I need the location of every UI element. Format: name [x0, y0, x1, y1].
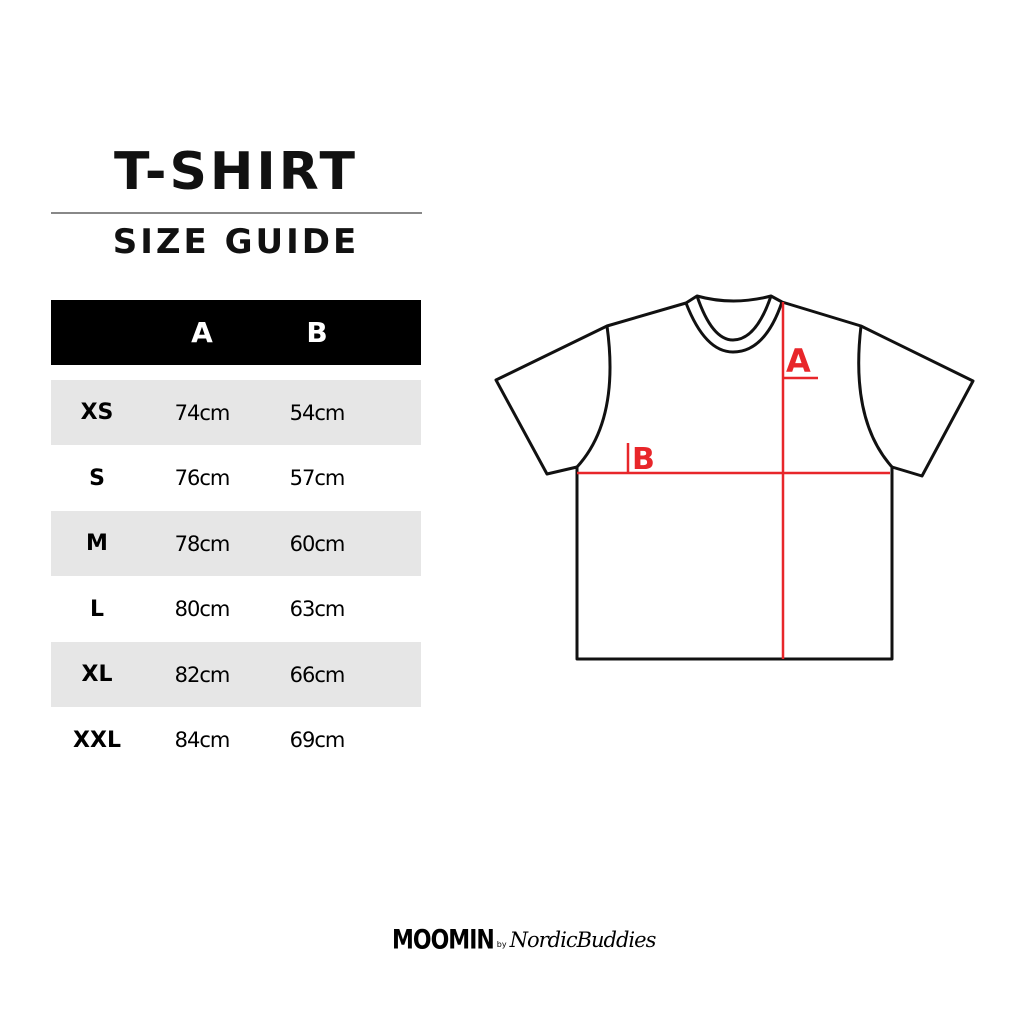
size-cell: XXL	[73, 727, 121, 753]
size-cell: S	[89, 465, 105, 491]
measurement-lines	[577, 302, 890, 659]
a-cell: 80cm	[174, 597, 231, 621]
label-b: B	[632, 442, 655, 477]
a-cell: 74cm	[174, 400, 231, 425]
b-cell: 54cm	[289, 400, 346, 425]
divider	[51, 212, 422, 214]
header-a: A	[191, 316, 213, 349]
a-cell: 76cm	[174, 466, 231, 490]
table-row: XXL 84cm 69cm	[51, 708, 421, 773]
size-cell: L	[89, 596, 105, 622]
page-title: T-SHIRT	[114, 142, 358, 202]
a-cell: 82cm	[174, 662, 231, 687]
b-cell: 69cm	[289, 728, 346, 752]
label-a: A	[786, 342, 811, 380]
size-cell: XS	[80, 400, 114, 425]
table-row: XL 82cm 66cm	[51, 642, 421, 707]
table-row: XS 74cm 54cm	[51, 380, 421, 445]
nordicbuddies-logo: NordicBuddies	[509, 928, 657, 952]
logo-by: by	[496, 940, 507, 949]
a-cell: 78cm	[174, 531, 231, 556]
moomin-logo: MOOMIN	[392, 925, 495, 956]
size-cell: M	[86, 531, 108, 556]
page-subtitle: SIZE GUIDE	[112, 222, 360, 262]
table-row: S 76cm 57cm	[51, 446, 421, 511]
table-row: M 78cm 60cm	[51, 511, 421, 576]
table-row: L 80cm 63cm	[51, 577, 421, 642]
b-cell: 60cm	[289, 531, 346, 556]
a-cell: 84cm	[174, 728, 231, 752]
tshirt-outline	[494, 294, 975, 661]
brand-logo: MOOMIN by NordicBuddies	[392, 925, 657, 956]
b-cell: 63cm	[289, 597, 346, 621]
table-header: A B	[51, 300, 421, 365]
b-cell: 57cm	[289, 466, 346, 490]
size-cell: XL	[81, 662, 113, 687]
header-b: B	[306, 316, 328, 349]
b-cell: 66cm	[289, 662, 346, 687]
